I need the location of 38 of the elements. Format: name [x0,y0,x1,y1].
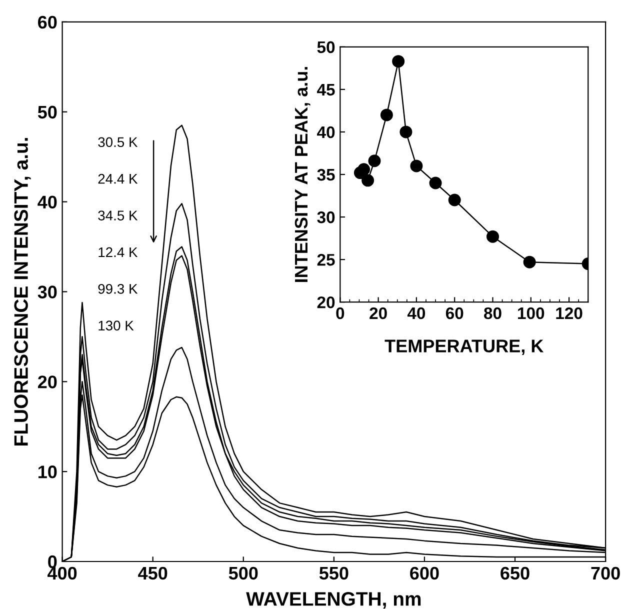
y-tick-label: 30 [38,286,57,298]
y-tick-label: 0 [48,555,57,568]
x-axis-title: WAVELENGTH, nm [246,592,421,609]
y-axis-title: INTENSITY AT PEAK, a.u. [294,67,310,282]
y-tick-label: 35 [317,168,335,181]
y-tick-label: 40 [317,126,335,138]
y-tick-label: 20 [38,376,57,388]
y-tick-label: 40 [38,196,57,208]
x-tick-label: 0 [336,307,344,320]
x-tick-label: 80 [484,307,502,320]
annotation: 12.4 K [98,247,138,257]
y-tick-label: 60 [38,16,57,29]
y-tick-label: 25 [317,254,335,266]
y-tick-label: 10 [38,466,57,478]
x-axis-title: TEMPERATURE, K [384,340,544,356]
annotation: 130 K [98,320,134,331]
y-tick-label: 20 [317,296,335,308]
x-tick-label: 650 [500,566,530,580]
x-tick-label: 100 [518,307,544,320]
annotation: 34.5 K [98,210,138,220]
y-tick-label: 30 [317,211,335,224]
x-tick-label: 600 [410,566,439,580]
y-axis-title: FLUORESCENCE INTENSITY, a.u. [14,138,31,446]
y-tick-label: 45 [317,84,335,96]
x-tick-label: 20 [370,307,387,320]
x-tick-label: 60 [446,307,464,320]
x-tick-label: 40 [407,307,426,320]
y-tick-label: 50 [317,41,335,54]
x-tick-label: 550 [319,566,348,580]
y-tick-label: 50 [38,106,57,119]
x-tick-label: 400 [48,566,77,580]
x-tick-label: 500 [228,566,258,580]
x-tick-label: 120 [556,307,582,320]
x-tick-label: 700 [591,566,620,580]
x-tick-label: 450 [138,566,168,580]
annotation: 24.4 K [98,174,138,184]
annotation: 30.5 K [98,137,138,148]
annotation: 99.3 K [98,284,138,294]
